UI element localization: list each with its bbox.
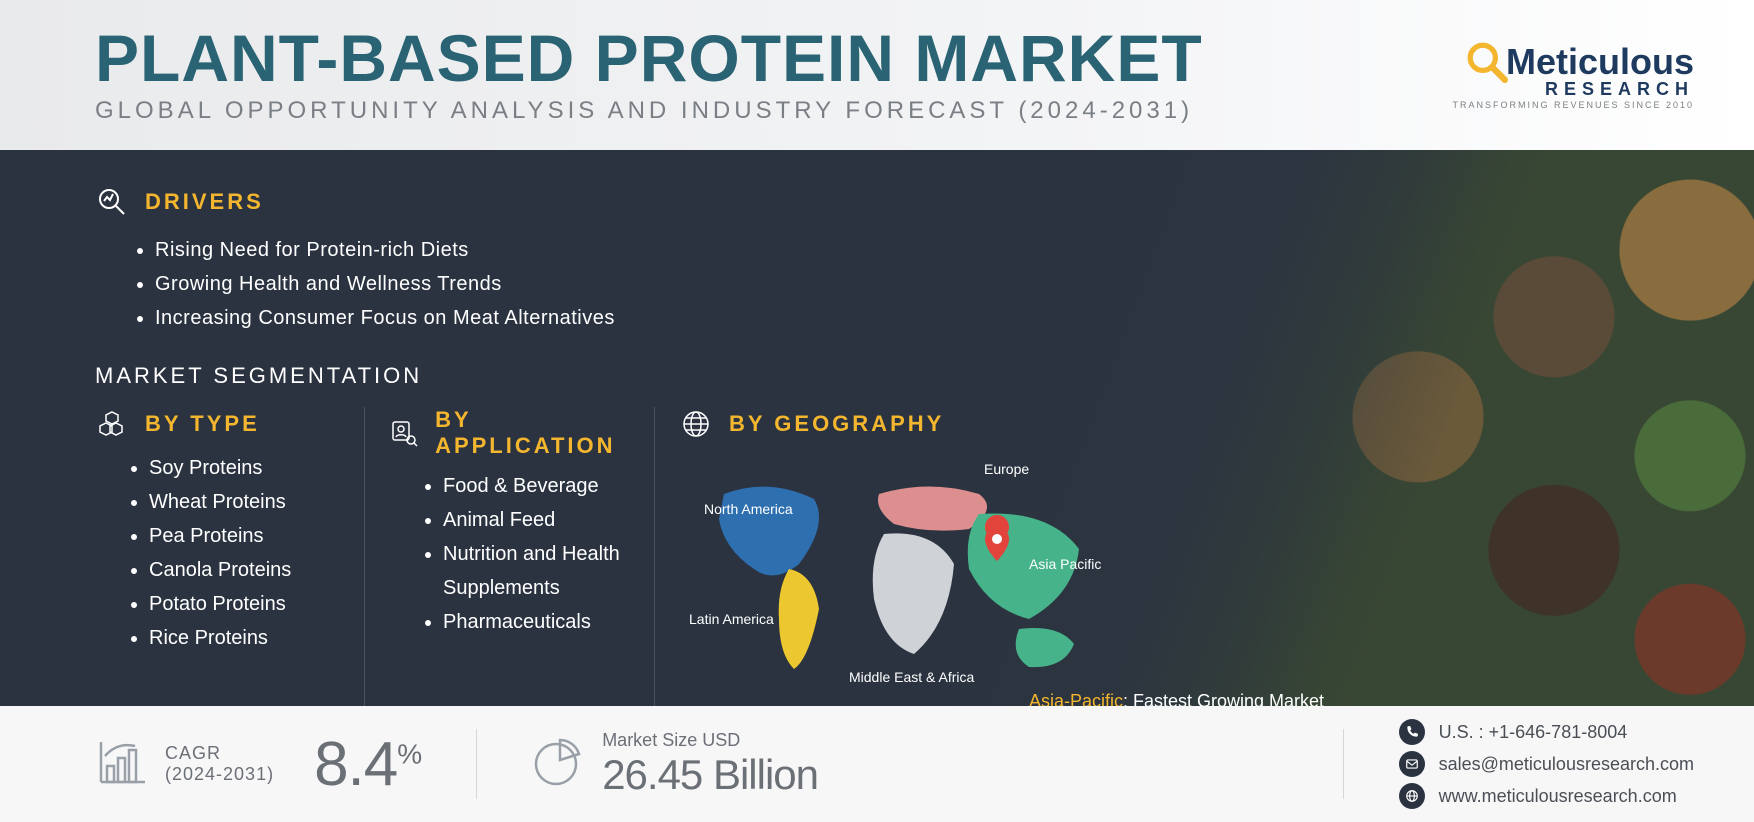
geo-head: BY GEOGRAPHY [679, 407, 1674, 441]
map-label-mea: Middle East & Africa [849, 669, 974, 685]
type-item: Soy Proteins [149, 451, 344, 485]
type-title: BY TYPE [145, 411, 260, 437]
map-north-america [719, 487, 819, 576]
driver-item: Growing Health and Wellness Trends [155, 267, 1694, 301]
app-title: BY APPLICATION [435, 407, 634, 459]
cagr-num: 8.4 [314, 730, 397, 799]
type-item: Canola Proteins [149, 553, 344, 587]
bar-chart-icon [95, 736, 147, 793]
phone-text: U.S. : +1-646-781-8004 [1439, 722, 1628, 743]
app-item: Pharmaceuticals [443, 605, 634, 639]
cubes-icon [95, 407, 129, 441]
email-icon [1399, 751, 1425, 777]
phone-icon [1399, 719, 1425, 745]
geo-title: BY GEOGRAPHY [729, 411, 944, 437]
app-item: Nutrition and Health Supplements [443, 537, 634, 605]
market-size-labels: Market Size USD 26.45 Billion [602, 730, 818, 799]
type-item: Wheat Proteins [149, 485, 344, 519]
world-map: North America Latin America Europe Asia … [679, 451, 1099, 691]
type-head: BY TYPE [95, 407, 344, 441]
web-icon [1399, 783, 1425, 809]
infographic-root: PLANT-BASED PROTEIN MARKET GLOBAL OPPORT… [0, 0, 1754, 822]
map-highlight-key: Asia-Pacific [1029, 691, 1123, 706]
col-application: BY APPLICATION Food & Beverage Animal Fe… [365, 407, 655, 706]
map-highlight: Asia-Pacific: Fastest Growing Market [679, 691, 1674, 706]
type-item: Pea Proteins [149, 519, 344, 553]
contacts: U.S. : +1-646-781-8004 sales@meticulousr… [1399, 719, 1694, 809]
map-europe [878, 487, 987, 531]
map-label-la: Latin America [689, 611, 774, 627]
logo-sub: RESEARCH [1545, 79, 1694, 100]
logo-tagline: TRANSFORMING REVENUES SINCE 2010 [1452, 100, 1694, 110]
web-text: www.meticulousresearch.com [1439, 786, 1677, 807]
header: PLANT-BASED PROTEIN MARKET GLOBAL OPPORT… [0, 0, 1754, 150]
cagr-label: CAGR [165, 743, 274, 764]
cagr-block: CAGR (2024-2031) 8.4% [95, 729, 421, 800]
magnifier-icon [1466, 41, 1508, 83]
profile-search-icon [389, 416, 419, 450]
app-item: Food & Beverage [443, 469, 634, 503]
cagr-period: (2024-2031) [165, 764, 274, 785]
type-item: Rice Proteins [149, 621, 344, 655]
map-label-na: North America [704, 501, 793, 517]
main-content: DRIVERS Rising Need for Protein-rich Die… [95, 185, 1694, 706]
drivers-icon [95, 185, 129, 219]
driver-item: Increasing Consumer Focus on Meat Altern… [155, 301, 1694, 335]
logo-main: Meticulous [1506, 41, 1694, 83]
segmentation-columns: BY TYPE Soy Proteins Wheat Proteins Pea … [95, 407, 1694, 706]
cagr-value: 8.4% [314, 729, 421, 800]
app-item: Animal Feed [443, 503, 634, 537]
col-type: BY TYPE Soy Proteins Wheat Proteins Pea … [95, 407, 365, 706]
map-mea [873, 533, 954, 654]
segmentation-heading: MARKET SEGMENTATION [95, 363, 1694, 389]
divider [476, 729, 477, 799]
divider [1343, 729, 1344, 799]
brand-logo: Meticulous RESEARCH TRANSFORMING REVENUE… [1414, 41, 1694, 110]
page-subtitle: GLOBAL OPPORTUNITY ANALYSIS AND INDUSTRY… [95, 97, 1203, 125]
app-head: BY APPLICATION [389, 407, 634, 459]
market-size-block: Market Size USD 26.45 Billion [532, 730, 818, 799]
footer: CAGR (2024-2031) 8.4% Market Size USD 26… [0, 706, 1754, 822]
contact-web: www.meticulousresearch.com [1399, 783, 1694, 809]
map-australia [1016, 628, 1074, 667]
cagr-labels: CAGR (2024-2031) [165, 743, 274, 785]
ms-label: Market Size USD [602, 730, 818, 751]
email-text: sales@meticulousresearch.com [1439, 754, 1694, 775]
globe-icon [679, 407, 713, 441]
ms-value: 26.45 Billion [602, 751, 818, 799]
map-label-ap: Asia Pacific [1029, 556, 1101, 572]
drivers-head: DRIVERS [95, 185, 1694, 219]
app-list: Food & Beverage Animal Feed Nutrition an… [443, 469, 634, 639]
title-block: PLANT-BASED PROTEIN MARKET GLOBAL OPPORT… [95, 25, 1203, 125]
driver-item: Rising Need for Protein-rich Diets [155, 233, 1694, 267]
page-title: PLANT-BASED PROTEIN MARKET [95, 25, 1203, 91]
type-list: Soy Proteins Wheat Proteins Pea Proteins… [149, 451, 344, 655]
contact-phone: U.S. : +1-646-781-8004 [1399, 719, 1694, 745]
map-label-eu: Europe [984, 461, 1029, 477]
pie-chart-icon [532, 736, 584, 793]
drivers-list: Rising Need for Protein-rich Diets Growi… [155, 233, 1694, 335]
type-item: Potato Proteins [149, 587, 344, 621]
map-latin-america [779, 569, 819, 669]
contact-email: sales@meticulousresearch.com [1399, 751, 1694, 777]
cagr-unit: % [397, 738, 421, 769]
main-panel: DRIVERS Rising Need for Protein-rich Die… [0, 150, 1754, 706]
col-geography: BY GEOGRAPHY [655, 407, 1694, 706]
logo-top: Meticulous [1466, 41, 1694, 83]
drivers-title: DRIVERS [145, 189, 264, 215]
map-highlight-val: : Fastest Growing Market [1123, 691, 1324, 706]
